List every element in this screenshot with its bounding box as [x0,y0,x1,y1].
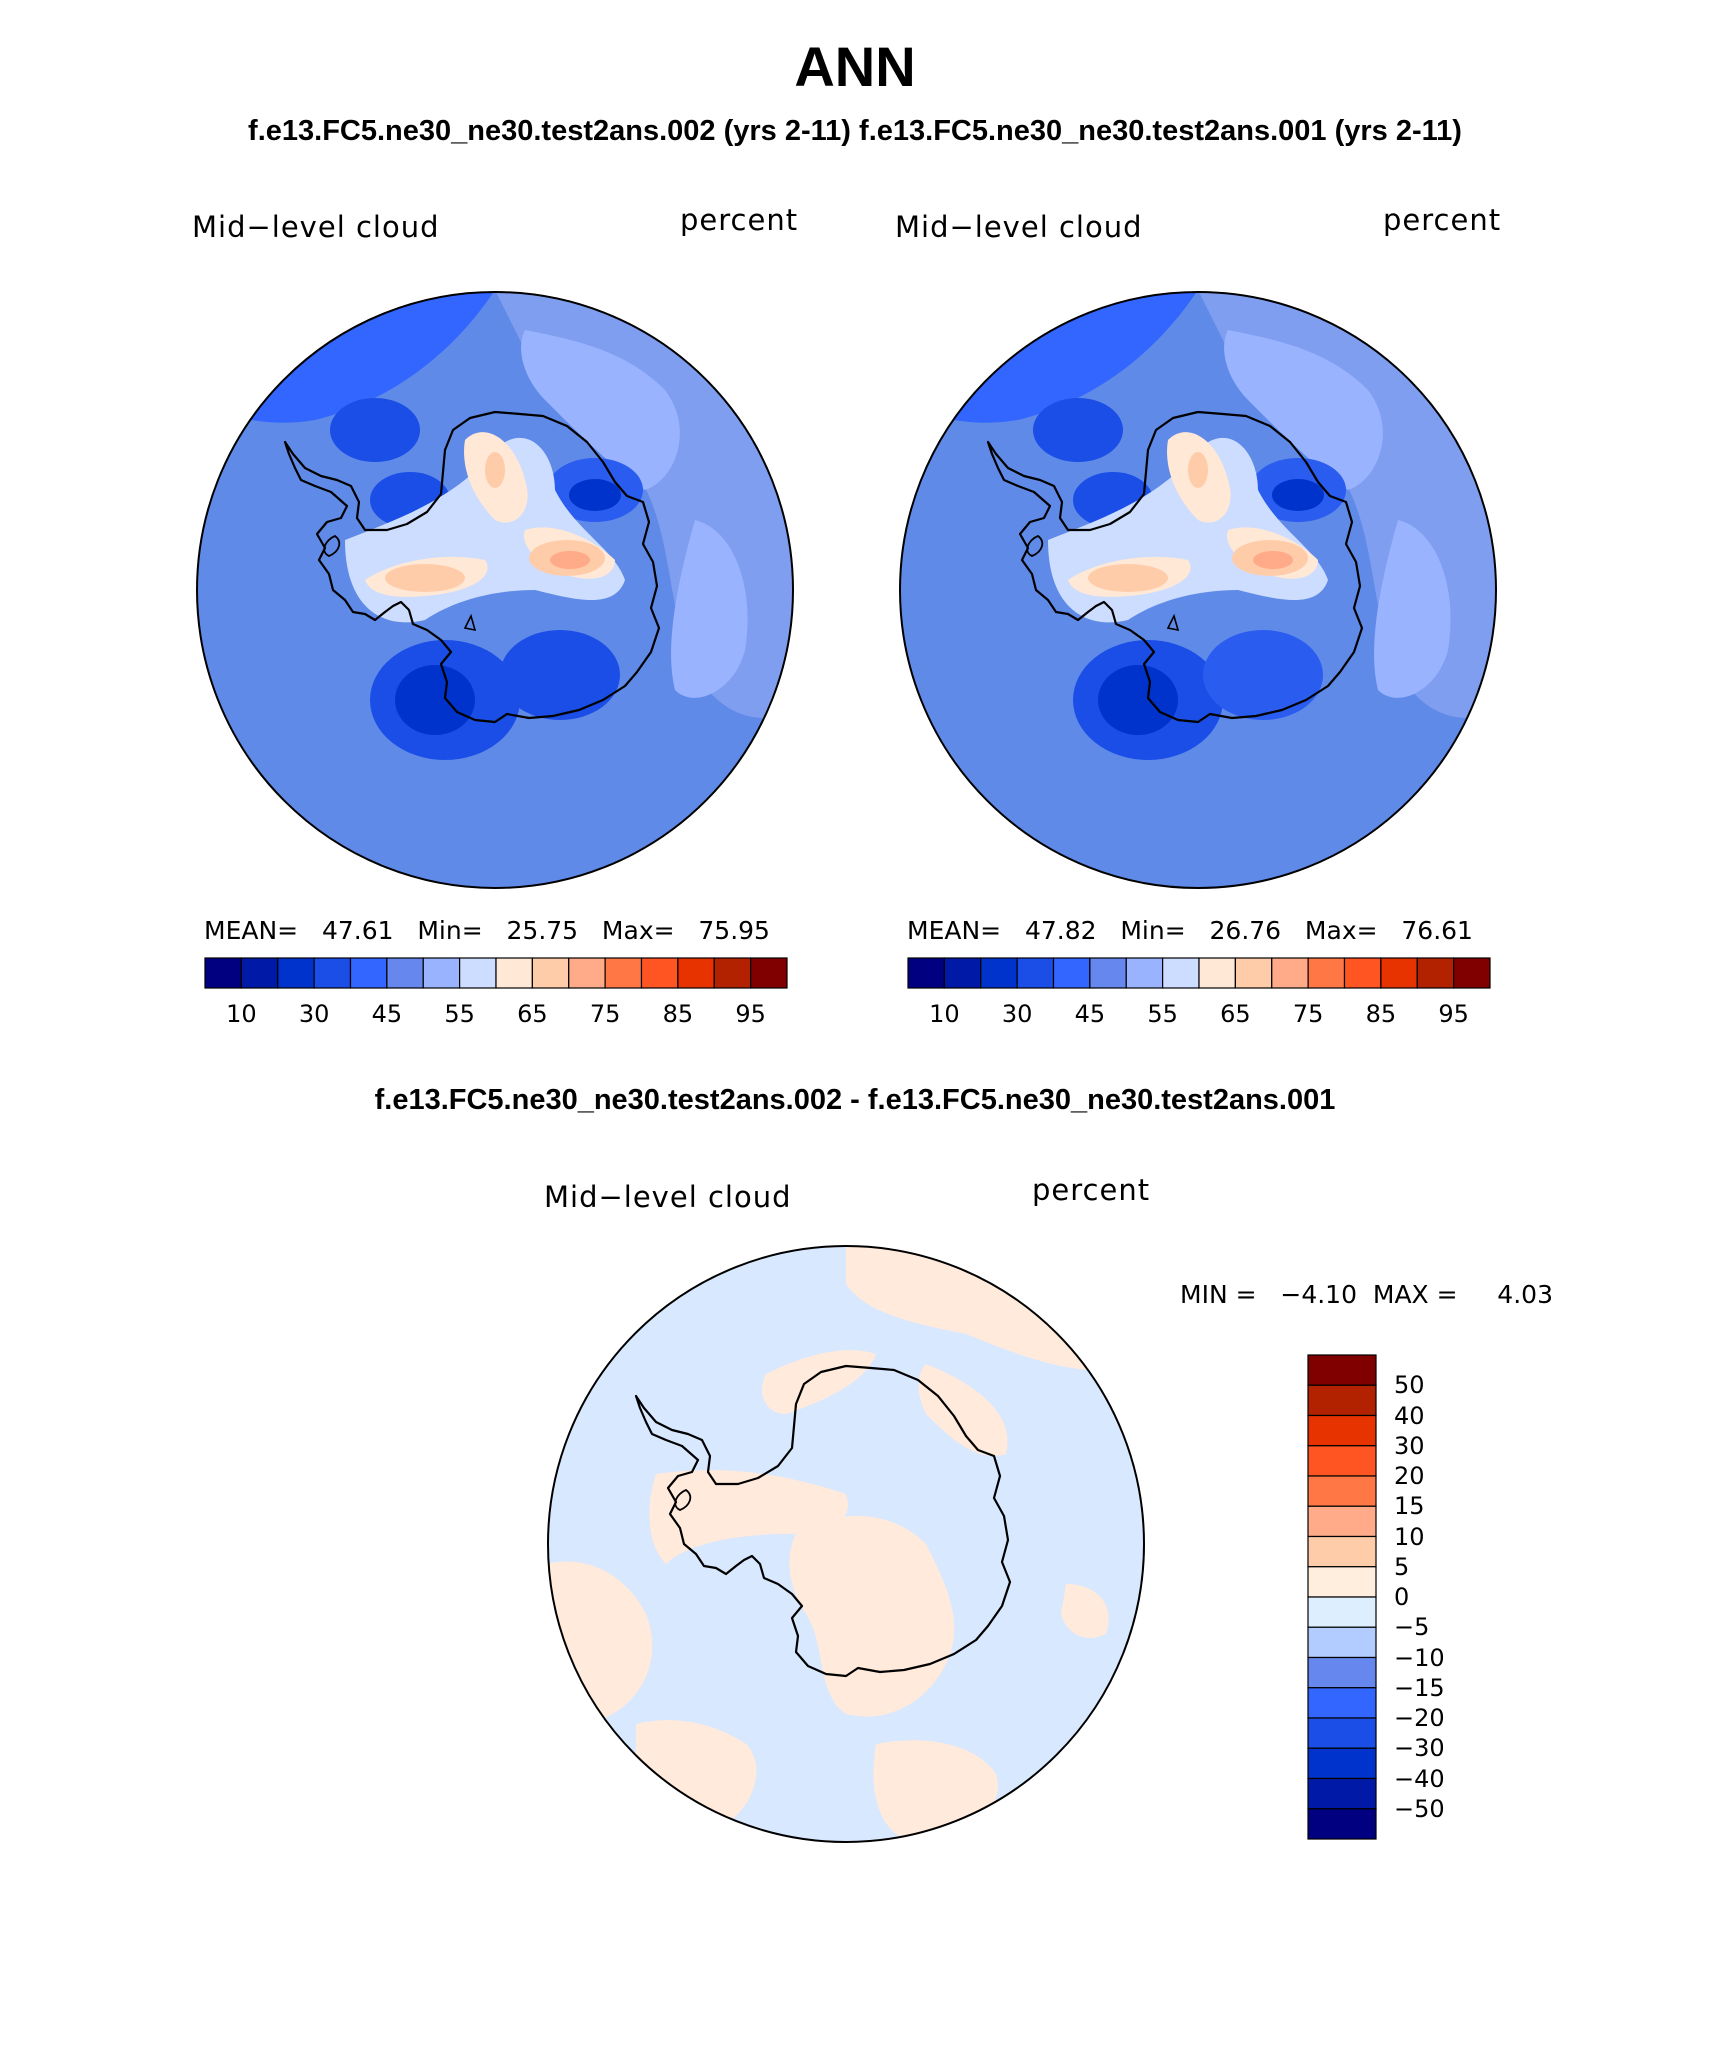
colorbar-tick-label: 0 [1394,1583,1410,1611]
colorbar-tick-label: 10 [1394,1522,1425,1551]
colorbar-swatch [907,957,945,989]
colorbar-swatch [240,957,279,989]
colorbar-tick-label: 55 [444,1000,475,1028]
colorbar-tick-label: 30 [298,1000,330,1028]
colorbar-swatch [422,957,461,989]
colorbar-swatch [1198,957,1236,989]
colorbar-tick-label: 5 [1394,1552,1410,1581]
colorbar-tick-label: 85 [1365,1000,1397,1028]
colorbar-tick-label: 95 [1438,1000,1469,1028]
colorbar-tick-label: 75 [589,1000,621,1028]
panel3-variable-label: Mid−level cloud [544,1180,792,1214]
colorbar-swatch [943,957,982,989]
colorbar-swatch [313,957,352,989]
colorbar-tick-label: 30 [1394,1431,1425,1460]
colorbar-tick-label: 65 [1220,1000,1251,1028]
right-case-subtitle: f.e13.FC5.ne30_ne30.test2ans.001 (yrs 2-… [859,115,1462,147]
colorbar-tick-label: 40 [1394,1401,1425,1430]
colorbar-tick-label: −40 [1394,1764,1445,1793]
colorbar-tick-label: 20 [1394,1462,1425,1490]
colorbar-tick-label: 55 [1147,1000,1178,1028]
colorbar-swatch [1307,957,1346,989]
colorbar-swatch [677,957,715,989]
colorbar-swatch [1307,1687,1377,1719]
panel1-variable-label: Mid−level cloud [192,210,440,244]
colorbar-tick-label: 10 [929,1000,960,1028]
colorbar-swatch [980,957,1018,989]
colorbar-swatch [1307,1475,1377,1507]
colorbar-swatch [1307,1384,1377,1417]
panel2-polar-map [899,291,1497,889]
colorbar-swatch [1343,957,1382,989]
colorbar-swatch [1307,1747,1377,1780]
colorbar-swatch [713,957,752,989]
colorbar-swatch [277,957,315,989]
colorbar-swatch [604,957,643,989]
colorbar-swatch [1307,1566,1377,1598]
colorbar-swatch [1307,1777,1377,1810]
panel1-polar-map [196,291,794,889]
colorbar-swatch [1234,957,1273,989]
colorbar-swatch [1016,957,1055,989]
panel1-units-label: percent [680,203,799,237]
colorbar-swatch [1125,957,1164,989]
colorbar-tick-label: 30 [1001,1000,1033,1028]
colorbar-swatch [1307,1596,1377,1628]
colorbar-swatch [204,957,242,989]
colorbar-swatch [1162,957,1200,989]
panel2-stats: MEAN= 47.82 Min= 26.76 Max= 76.61 [907,916,1473,945]
panel3-units-label: percent [1032,1173,1151,1207]
colorbar-tick-label: −30 [1394,1734,1445,1763]
colorbar-tick-label: −10 [1394,1643,1445,1672]
colorbar-swatch [1089,957,1127,989]
colorbar-swatch [1307,1808,1377,1840]
colorbar-swatch [495,957,533,989]
colorbar-swatch [1307,1535,1377,1568]
colorbar-tick-label: −50 [1394,1794,1445,1823]
colorbar-tick-label: −20 [1394,1704,1445,1732]
panel1-colorbar [204,957,788,989]
colorbar-swatch [1307,1626,1377,1659]
top-subtitle: f.e13.FC5.ne30_ne30.test2ans.002 (yrs 2-… [0,115,1710,148]
colorbar-swatch [1307,1414,1377,1447]
colorbar-tick-label: −5 [1394,1613,1430,1642]
colorbar-swatch [1052,957,1091,989]
panel2-colorbar [907,957,1491,989]
colorbar-tick-label: −15 [1394,1673,1445,1702]
colorbar-swatch [1307,1505,1377,1538]
colorbar-tick-label: 85 [662,1000,694,1028]
colorbar-swatch [1307,1717,1377,1749]
main-title: ANN [794,35,916,98]
colorbar-tick-label: 65 [517,1000,548,1028]
colorbar-swatch [1307,1445,1377,1477]
colorbar-swatch [1307,1656,1377,1689]
colorbar-swatch [531,957,570,989]
colorbar-tick-label: 45 [1074,1000,1106,1028]
diff-polar-map [547,1245,1145,1843]
colorbar-swatch [459,957,497,989]
colorbar-swatch [568,957,606,989]
colorbar-tick-label: 10 [226,1000,257,1028]
colorbar-swatch [349,957,388,989]
colorbar-swatch [1416,957,1455,989]
panel2-variable-label: Mid−level cloud [895,210,1143,244]
colorbar-swatch [386,957,424,989]
colorbar-tick-label: 95 [735,1000,766,1028]
bottom-subtitle: f.e13.FC5.ne30_ne30.test2ans.002 - f.e13… [374,1084,1336,1116]
colorbar-swatch [640,957,679,989]
colorbar-tick-label: 75 [1292,1000,1324,1028]
colorbar-swatch [1307,1354,1377,1386]
diff-min-max: MIN = −4.10 MAX = 4.03 [1180,1280,1553,1309]
colorbar-tick-label: 15 [1394,1492,1425,1521]
panel2-units-label: percent [1383,203,1502,237]
colorbar-tick-label: 45 [371,1000,403,1028]
colorbar-swatch [1453,957,1491,989]
colorbar-swatch [1271,957,1309,989]
left-case-subtitle: f.e13.FC5.ne30_ne30.test2ans.002 (yrs 2-… [248,115,851,147]
colorbar-tick-label: 50 [1394,1371,1425,1400]
colorbar-swatch [750,957,788,989]
panel1-stats: MEAN= 47.61 Min= 25.75 Max= 75.95 [204,916,770,945]
colorbar-swatch [1380,957,1418,989]
diff-colorbar [1307,1354,1377,1840]
